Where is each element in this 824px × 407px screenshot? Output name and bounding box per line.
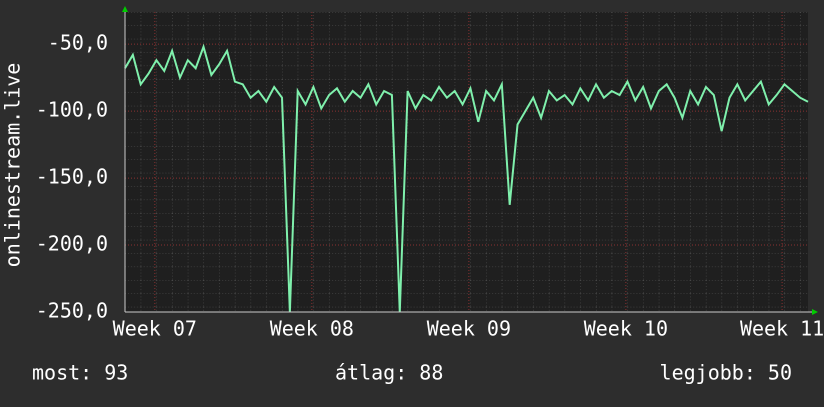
x-tick-label: Week 11 — [740, 317, 824, 341]
stat-average: átlag: 88 — [335, 361, 443, 385]
y-tick-label: -100,0 — [36, 98, 108, 122]
y-tick-label: -50,0 — [48, 31, 108, 55]
x-tick-label: Week 09 — [427, 317, 511, 341]
layer: -250,0 -200,0 -150,0 -100,0 -50,0 Week 07 Week… — [36, 12, 824, 341]
y-tick-label: -200,0 — [36, 232, 108, 256]
x-tick-label: Week 08 — [270, 317, 354, 341]
y-tick-label: -150,0 — [36, 165, 108, 189]
stat-best: legjobb: 50 — [660, 361, 792, 385]
y-tick-label: -250,0 — [36, 299, 108, 323]
x-arrow — [812, 309, 818, 315]
stat-current: most: 93 — [32, 361, 128, 385]
minor-grid — [125, 12, 808, 312]
y-arrow — [122, 6, 128, 12]
x-tick-label: Week 07 — [113, 317, 197, 341]
y-axis-title: onlinestream.live — [1, 63, 25, 268]
line — [124, 43, 809, 313]
x-tick-label: Week 10 — [584, 317, 668, 341]
